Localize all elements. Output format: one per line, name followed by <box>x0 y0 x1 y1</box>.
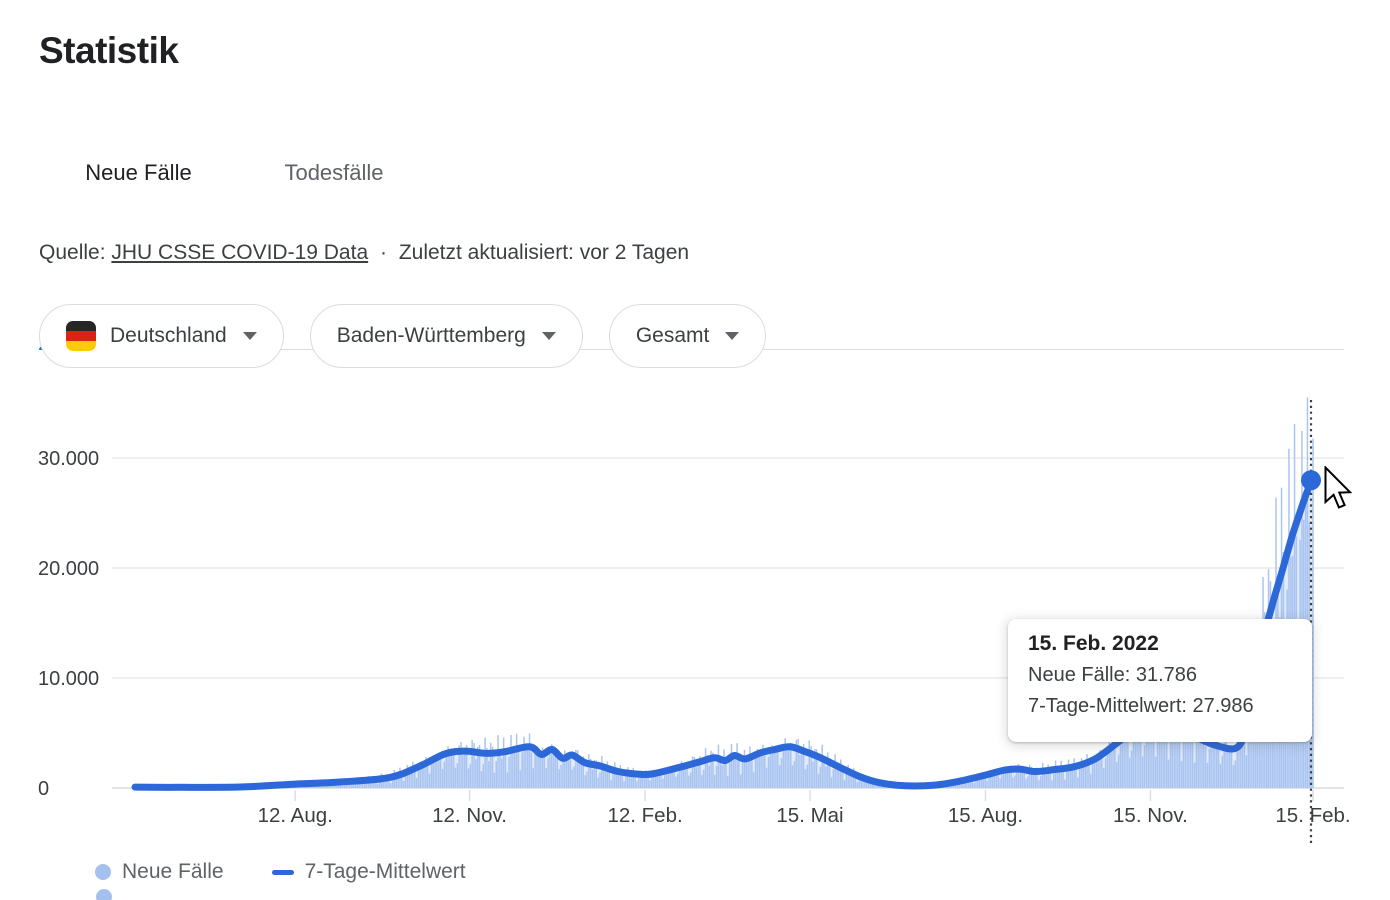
svg-text:15. Aug.: 15. Aug. <box>948 804 1023 827</box>
source-updated: Zuletzt aktualisiert: vor 2 Tagen <box>398 241 690 264</box>
cases-chart[interactable]: 0 10.000 20.000 30.000 12. Aug. 12. Nov. 12. F… <box>0 390 1390 850</box>
tooltip-date: 15. Feb. 2022 <box>1028 632 1159 655</box>
region-dropdown-label: Baden-Württemberg <box>336 324 526 347</box>
chart-tooltip: 15. Feb. 2022 Neue Fälle: 31.786 7-Tage-… <box>1008 619 1312 742</box>
scope-dropdown-label: Gesamt <box>635 324 710 347</box>
region-dropdown[interactable]: Baden-Württemberg <box>309 304 583 368</box>
source-line: Quelle: JHU CSSE COVID-19 Data · Zuletzt… <box>39 241 689 265</box>
source-separator: · <box>379 241 387 264</box>
legend-label: 7-Tage-Mittelwert <box>304 860 466 883</box>
scope-dropdown[interactable]: Gesamt <box>608 304 767 368</box>
page-title: Statistik <box>39 30 179 71</box>
country-dropdown[interactable]: Deutschland <box>39 304 284 368</box>
legend-item-neue-faelle: Neue Fälle <box>95 860 224 884</box>
legend-label: Neue Fälle <box>122 860 224 883</box>
mouse-cursor-icon <box>1324 466 1353 509</box>
tab-todesfaelle[interactable]: Todesfälle <box>284 160 384 185</box>
source-link[interactable]: JHU CSSE COVID-19 Data <box>111 241 369 264</box>
tab-neue-faelle[interactable]: Neue Fälle <box>85 160 192 185</box>
country-dropdown-label: Deutschland <box>110 324 227 347</box>
svg-text:12. Nov.: 12. Nov. <box>432 804 507 827</box>
line-series-swatch-icon <box>271 869 294 875</box>
chevron-down-icon <box>242 332 257 340</box>
clipped-legend-dot-icon <box>96 889 112 900</box>
svg-text:0: 0 <box>38 778 49 800</box>
svg-text:12. Feb.: 12. Feb. <box>607 804 682 827</box>
chevron-down-icon <box>725 332 740 340</box>
bar-series-swatch-icon <box>95 864 111 880</box>
german-flag-icon <box>66 321 96 351</box>
svg-text:10.000: 10.000 <box>38 668 99 690</box>
tab-bar: Neue Fälle Todesfälle <box>0 140 1390 350</box>
svg-text:15. Feb.: 15. Feb. <box>1275 804 1350 827</box>
chart-legend: Neue Fälle 7-Tage-Mittelwert <box>95 860 466 884</box>
filter-row: Deutschland Baden-Württemberg Gesamt <box>39 304 767 368</box>
chevron-down-icon <box>541 332 556 340</box>
svg-text:15. Nov.: 15. Nov. <box>1113 804 1188 827</box>
tooltip-new-cases: Neue Fälle: 31.786 <box>1028 664 1198 686</box>
source-prefix: Quelle: <box>39 241 106 264</box>
svg-text:12. Aug.: 12. Aug. <box>258 804 333 827</box>
tooltip-7day-average: 7-Tage-Mittelwert: 27.986 <box>1028 695 1254 717</box>
svg-text:30.000: 30.000 <box>38 448 99 470</box>
legend-item-mittelwert: 7-Tage-Mittelwert <box>271 860 466 884</box>
svg-text:20.000: 20.000 <box>38 558 99 580</box>
svg-text:15. Mai: 15. Mai <box>776 804 843 827</box>
